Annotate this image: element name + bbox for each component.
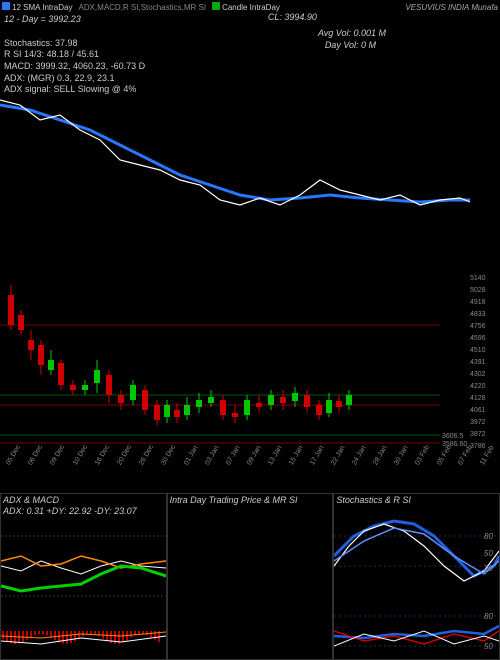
candle-chart: 3606.53586.60 51405028491848334756459645… [0,275,500,475]
price-line-chart [0,80,500,260]
intraday-panel: Intra Day Trading Price & MR SI [167,493,334,660]
svg-text:80: 80 [484,612,493,621]
indicators-legend: ADX,MACD,R SI,Stochastics,MR SI [78,3,206,12]
intraday-title: Intra Day Trading Price & MR SI [168,494,333,506]
bottom-panels: ADX & MACD ADX: 0.31 +DY: 22.92 -DY: 23.… [0,493,500,660]
sma-value: 12 - Day = 3992.23 [4,14,81,26]
adx-values-text: ADX: 0.31 +DY: 22.92 -DY: 23.07 [3,506,137,516]
svg-text:50: 50 [484,642,493,651]
candle-legend-label: Candle IntraDay [222,3,280,12]
svg-text:50: 50 [484,549,493,558]
svg-text:3606.5: 3606.5 [442,433,464,440]
candle-swatch [212,2,220,10]
adx-title: ADX & MACD [1,494,166,506]
company-label: VESUVIUS INDIA Munafa [405,3,498,12]
sma-swatch [2,2,10,10]
svg-text:80: 80 [484,532,493,541]
stoch-title: Stochastics & R SI [334,494,499,506]
candle-legend: Candle IntraDay [212,2,280,12]
legend-bar: 12 SMA IntraDay ADX,MACD,R SI,Stochastic… [2,2,498,12]
sma-legend-label: 12 SMA IntraDay [12,3,72,12]
stochastics-panel: Stochastics & R SI 80 50 20 80 50 [333,493,500,660]
close-price: CL: 3994.90 [89,12,496,26]
stoch-value: Stochastics: 37.98 [4,38,496,50]
rsi-value: R SI 14/3: 48.18 / 45.61 [4,49,496,61]
price-axis-labels: 5140502849184833475645964510439143024220… [470,275,500,455]
avg-vol: Avg Vol: 0.001 M [318,28,386,40]
date-axis: 05 Dec06 Dec09 Dec10 Dec16 Dec20 Dec26 D… [0,455,500,475]
svg-text:20: 20 [483,564,493,573]
adx-macd-panel: ADX & MACD ADX: 0.31 +DY: 22.92 -DY: 23.… [0,493,167,660]
sma-legend: 12 SMA IntraDay [2,2,72,12]
day-vol: Day Vol: 0 M [325,40,376,52]
macd-value: MACD: 3999.32, 4060.23, -60.73 D [4,61,496,73]
